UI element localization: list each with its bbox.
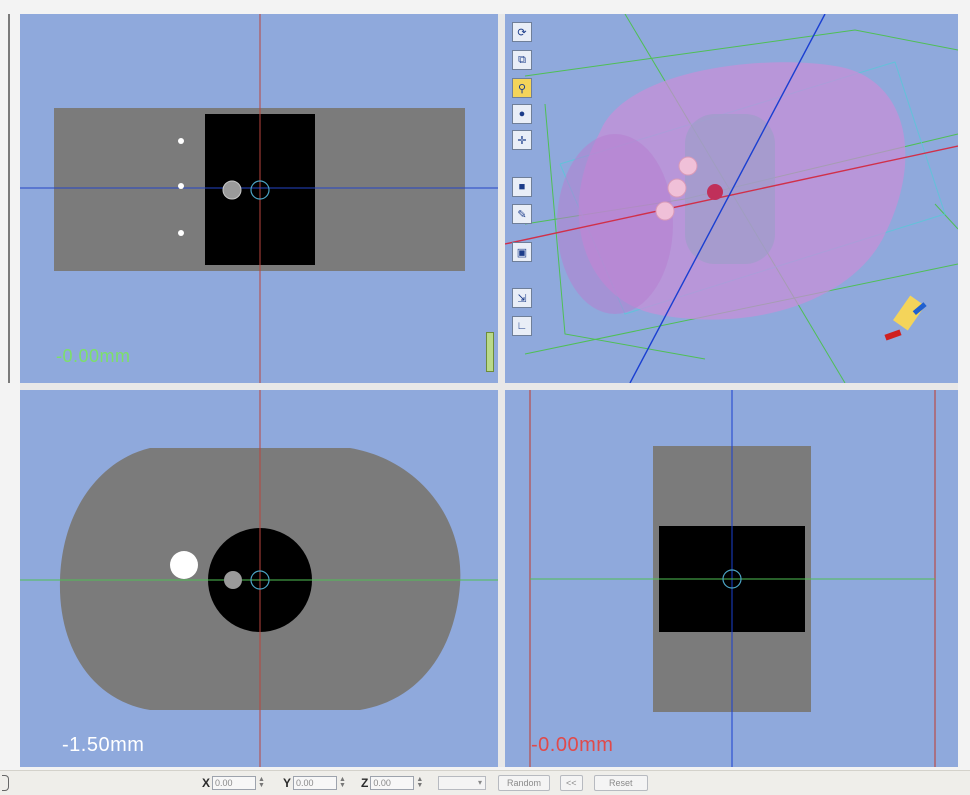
random-group: Random — [498, 775, 551, 791]
pan-view-button[interactable]: ⧉ — [512, 50, 532, 70]
viewport-bottom-left[interactable]: -1.50mm — [20, 390, 498, 767]
z-label: Z — [361, 776, 369, 790]
axial-view-canvas — [20, 14, 498, 383]
rotate-view-button[interactable]: ⟳ — [512, 22, 532, 42]
x-spinner-icon[interactable]: ▲ ▼ — [258, 776, 265, 789]
mode-combo-group: ▾ — [438, 775, 486, 791]
slice-position-label: -0.00mm — [531, 734, 614, 756]
y-input[interactable]: 0.00 — [293, 776, 338, 790]
seed-circle — [224, 571, 242, 589]
slice-position-label: -1.50mm — [62, 734, 145, 756]
x-input[interactable]: 0.00 — [212, 776, 257, 790]
marker-dot-bottom — [178, 230, 184, 236]
seed-sphere — [655, 201, 675, 221]
small-button-group: << — [560, 775, 583, 791]
y-spinner-icon[interactable]: ▲ ▼ — [339, 776, 346, 789]
orientation-widget-icon — [884, 295, 927, 341]
reset-button[interactable]: Reset — [594, 775, 648, 791]
frame-button[interactable]: ▣ — [512, 242, 532, 262]
step-back-button[interactable]: << — [560, 775, 583, 791]
red-axis — [505, 145, 958, 245]
blue-axis — [629, 14, 826, 383]
z-input[interactable]: 0.00 — [370, 776, 415, 790]
z-coordinate-group: Z 0.00 ▲ ▼ — [361, 775, 424, 791]
bounding-box-edge — [934, 203, 958, 230]
coronal-view-canvas — [20, 390, 498, 767]
seed-circle — [222, 180, 242, 200]
seed-sphere — [667, 178, 687, 198]
tool-button[interactable]: ✎ — [512, 204, 532, 224]
z-spinner-icon[interactable]: ▲ ▼ — [416, 776, 424, 789]
reset-group: Reset — [594, 775, 648, 791]
bounding-box-edge — [544, 103, 706, 360]
axes-button[interactable]: ⚲ — [512, 78, 532, 98]
x-label: X — [202, 776, 211, 790]
slice-position-label: -0.00mm — [56, 346, 131, 366]
viewport-bottom-right[interactable]: -0.00mm — [505, 390, 958, 767]
axis-lines-button[interactable]: ∟ — [512, 316, 532, 336]
y-coordinate-group: Y 0.00 ▲ ▼ — [283, 775, 347, 791]
vertical-splitter[interactable] — [498, 14, 505, 767]
y-label: Y — [283, 776, 292, 790]
viewport-top-left[interactable]: -0.00mm — [20, 14, 498, 383]
marker-dot-middle — [178, 183, 184, 189]
mode-dropdown[interactable]: ▾ — [438, 776, 486, 790]
camera-button[interactable]: ⇲ — [512, 288, 532, 308]
sagittal-view-canvas — [529, 390, 936, 767]
left-edge-line — [8, 14, 10, 383]
phantom-end-face — [557, 134, 673, 314]
slice-slider-handle[interactable] — [486, 332, 494, 372]
bounding-box-edge — [524, 29, 958, 77]
solid-button[interactable]: ■ — [512, 177, 532, 197]
left-bracket-icon — [2, 775, 9, 791]
random-button[interactable]: Random — [498, 775, 551, 791]
status-bar: X 0.00 ▲ ▼ Y 0.00 ▲ ▼ Z 0.00 ▲ ▼ ▾ Random <… — [0, 770, 970, 795]
seed-sphere — [678, 156, 698, 176]
target-sphere — [707, 184, 723, 200]
viewport-3d[interactable]: ⟳ ⧉ ⚲ ● ✛ ■ ✎ ▣ ⇲ ∟ — [505, 14, 958, 383]
target-circle — [722, 569, 742, 589]
left-edge-strip — [0, 14, 20, 767]
sphere-button[interactable]: ● — [512, 104, 532, 124]
bright-marker — [170, 551, 198, 579]
horizontal-splitter[interactable] — [20, 383, 958, 390]
target-circle — [250, 180, 270, 200]
x-coordinate-group: X 0.00 ▲ ▼ — [202, 775, 266, 791]
marker-dot-top — [178, 138, 184, 144]
3d-view-canvas — [505, 14, 958, 383]
target-circle — [250, 570, 270, 590]
crosshair-button[interactable]: ✛ — [512, 130, 532, 150]
